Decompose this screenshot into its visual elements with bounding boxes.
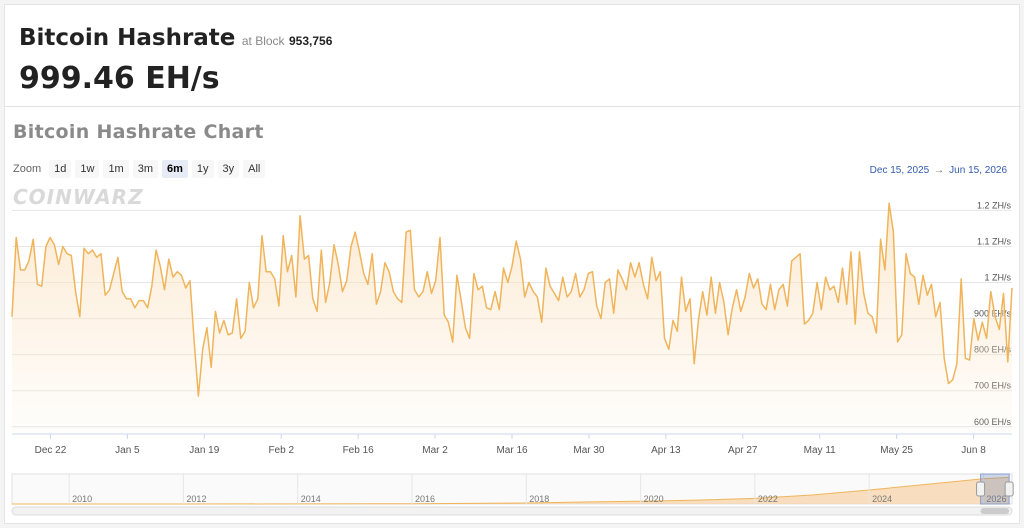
y-tick-label: 1 ZH/s (984, 273, 1011, 283)
x-tick-label: Feb 16 (343, 445, 375, 456)
navigator-line (12, 476, 1010, 505)
x-tick-label: Jan 19 (189, 445, 219, 456)
navigator-handle-right[interactable] (1004, 481, 1014, 497)
navigator-tick-label: 2014 (301, 494, 321, 504)
navigator-tick-label: 2018 (529, 494, 549, 504)
navigator-tick-label: 2012 (186, 494, 206, 504)
x-tick-label: Mar 16 (496, 445, 528, 456)
current-hashrate: 999.46 EH/s (19, 61, 220, 96)
zoom-1d-button[interactable]: 1d (49, 160, 72, 178)
series-area (12, 203, 1012, 434)
y-tick-label: 1.2 ZH/s (977, 200, 1012, 210)
x-tick-label: Mar 30 (573, 445, 605, 456)
block-number: 953,756 (289, 34, 333, 48)
zoom-3m-button[interactable]: 3m (132, 160, 158, 178)
title-row: Bitcoin Hashrate at Block 953,756 (19, 25, 332, 51)
navigator-tick-label: 2016 (415, 494, 435, 504)
navigator-tick-label: 2010 (72, 494, 92, 504)
x-tick-label: Jan 5 (115, 445, 140, 456)
x-tick-label: Apr 27 (728, 445, 758, 456)
navigator-area (12, 477, 1010, 504)
x-tick-label: Apr 13 (651, 445, 681, 456)
navigator-tick-label: 2026 (986, 494, 1006, 504)
x-tick-label: Feb 2 (268, 445, 294, 456)
range-from-input[interactable]: Dec 15, 2025 (869, 165, 930, 176)
navigator-handle-left[interactable] (976, 481, 986, 497)
x-tick-label: Mar 2 (422, 445, 448, 456)
zoom-label: Zoom (13, 163, 42, 175)
zoom-selector: Zoom 1d 1w 1m 3m 6m 1y 3y All (13, 160, 266, 178)
page-title: Bitcoin Hashrate (19, 25, 236, 51)
at-block-label: at Block (241, 34, 285, 48)
coinwarz-watermark: COINWARZ (13, 185, 144, 209)
scrollbar-thumb[interactable] (980, 508, 1010, 514)
x-tick-label: Dec 22 (35, 445, 67, 456)
chart-title: Bitcoin Hashrate Chart (13, 121, 264, 143)
zoom-3y-button[interactable]: 3y (217, 160, 240, 178)
zoom-1y-button[interactable]: 1y (191, 160, 214, 178)
series-line (11, 202, 1013, 397)
zoom-1m-button[interactable]: 1m (103, 160, 129, 178)
x-tick-label: Jun 8 (961, 445, 986, 456)
range-to-input[interactable]: Jun 15, 2026 (949, 165, 1007, 176)
x-tick-label: May 25 (880, 445, 913, 456)
navigator-tick-label: 2024 (872, 494, 892, 504)
x-tick-label: May 11 (804, 445, 836, 456)
zoom-6m-button[interactable]: 6m (162, 160, 188, 178)
date-range: Dec 15, 2025 → Jun 15, 2026 (870, 165, 1007, 176)
range-arrow: → (934, 165, 945, 176)
zoom-1w-button[interactable]: 1w (75, 160, 100, 178)
page-header: Bitcoin Hashrate at Block 953,756 999.46… (5, 5, 1021, 107)
navigator-tick-label: 2020 (644, 494, 664, 504)
y-tick-label: 1.1 ZH/s (977, 236, 1012, 246)
navigator-tick-label: 2022 (758, 494, 778, 504)
scrollbar-track (11, 506, 1013, 516)
zoom-all-button[interactable]: All (243, 160, 266, 178)
